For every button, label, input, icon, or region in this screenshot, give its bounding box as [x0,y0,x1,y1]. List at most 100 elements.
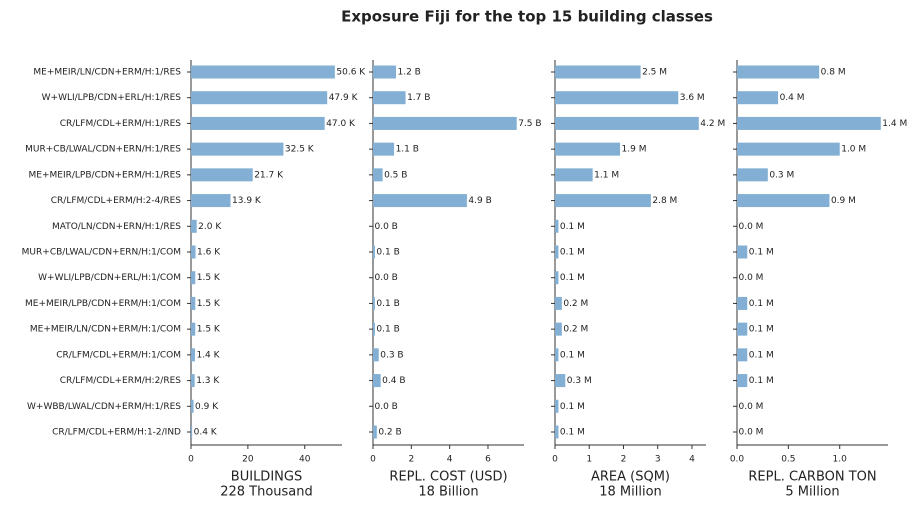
value-label: 1.5 K [197,299,221,309]
value-label: 0.8 M [821,68,846,78]
value-label: 1.2 B [397,68,420,78]
x-tick-label: 3 [655,455,661,465]
bar [555,271,559,285]
value-label: 0.1 M [749,376,774,386]
bar [555,142,621,156]
bar [373,374,381,388]
bar [191,374,195,388]
value-label: 1.9 M [622,145,647,155]
bar [737,374,748,388]
bar [555,245,559,259]
bar [737,91,779,105]
bar [555,425,559,439]
value-label: 1.4 K [196,350,220,360]
value-label: 0.1 B [376,325,399,335]
x-tick-label: 0.0 [730,455,745,465]
bar [191,271,196,285]
y-tick-label: ME+MEIR/LPB/CDN+ERM/H:1/RES [29,170,182,180]
value-label: 0.9 K [195,402,219,412]
bar [737,116,881,130]
value-label: 3.6 M [680,93,705,103]
value-label: 1.5 K [197,273,221,283]
y-tick-label: ME+MEIR/LN/CDN+ERM/H:1/COM [30,325,181,335]
value-label: 0.1 M [560,350,585,360]
x-tick-label: 0.5 [781,455,795,465]
value-label: 0.1 M [560,222,585,232]
bar [737,194,830,208]
y-tick-label: W+WLI/LPB/CDN+ERL/H:1/COM [38,273,181,283]
value-label: 0.0 B [375,402,398,412]
bar [373,322,375,336]
bar [555,168,593,182]
x-tick-label: 2 [408,455,414,465]
x-axis-label: BUILDINGS [231,470,302,485]
value-label: 0.1 M [560,248,585,258]
bar [737,296,748,310]
bar [373,194,467,208]
bar [555,374,566,388]
bar [737,168,768,182]
bar [191,116,325,130]
y-tick-label: ME+MEIR/LN/CDN+ERM/H:1/RES [33,68,181,78]
value-label: 32.5 K [285,145,315,155]
value-label: 0.0 B [375,273,398,283]
bar [191,168,253,182]
value-label: 47.9 K [329,93,359,103]
bar [373,142,395,156]
chart-title: Exposure Fiji for the top 15 building cl… [341,8,713,26]
value-label: 0.2 B [378,428,401,438]
y-tick-label: MATO/LN/CDN+ERN/H:1/RES [52,222,181,232]
bar [555,348,559,362]
y-tick-label: CR/LFM/CDL+ERM/H:2-4/RES [51,196,182,206]
y-tick-label: W+WLI/LPB/CDN+ERL/H:1/RES [42,93,182,103]
y-tick-label: W+WBB/LWAL/CDN+ERM/H:1/RES [27,402,181,412]
bar [373,296,375,310]
x-tick-label: 2 [621,455,627,465]
x-tick-label: 40 [299,455,311,465]
value-label: 1.1 M [594,170,619,180]
value-label: 0.3 M [769,170,794,180]
bar [191,219,197,233]
value-label: 2.8 M [652,196,677,206]
value-label: 1.5 K [197,325,221,335]
bar [737,142,840,156]
y-tick-label: MUR+CB/LWAL/CDN+ERN/H:1/COM [22,248,181,258]
bar [555,116,699,130]
bar [555,91,679,105]
value-label: 0.0 B [375,222,398,232]
bar [737,245,748,259]
value-label: 21.7 K [254,170,284,180]
value-label: 13.9 K [232,196,262,206]
x-axis-total: 228 Thousand [220,485,313,500]
x-tick-label: 0 [188,455,194,465]
x-tick-label: 20 [242,455,254,465]
x-axis-label: AREA (SQM) [591,470,670,485]
bar [191,245,196,259]
value-label: 1.3 K [196,376,220,386]
value-label: 0.1 M [749,299,774,309]
value-label: 0.2 M [563,325,588,335]
value-label: 4.2 M [700,119,725,129]
bar [191,65,335,79]
value-label: 0.2 M [563,299,588,309]
bar [373,245,375,259]
y-tick-label: CR/LFM/CDL+ERM/H:2/RES [60,376,182,386]
bar [191,425,193,439]
bar [555,322,562,336]
value-label: 1.6 K [197,248,221,258]
bar [373,168,383,182]
x-axis-total: 5 Million [785,485,839,500]
value-label: 47.0 K [326,119,356,129]
value-label: 0.0 M [739,402,764,412]
x-tick-label: 4 [689,455,695,465]
bar [555,399,559,413]
value-label: 4.9 B [468,196,491,206]
x-tick-label: 1.0 [833,455,848,465]
value-label: 0.0 M [739,273,764,283]
value-label: 0.1 M [560,402,585,412]
x-tick-label: 1 [586,455,592,465]
value-label: 50.6 K [336,68,366,78]
bar [373,91,406,105]
bar [555,219,559,233]
